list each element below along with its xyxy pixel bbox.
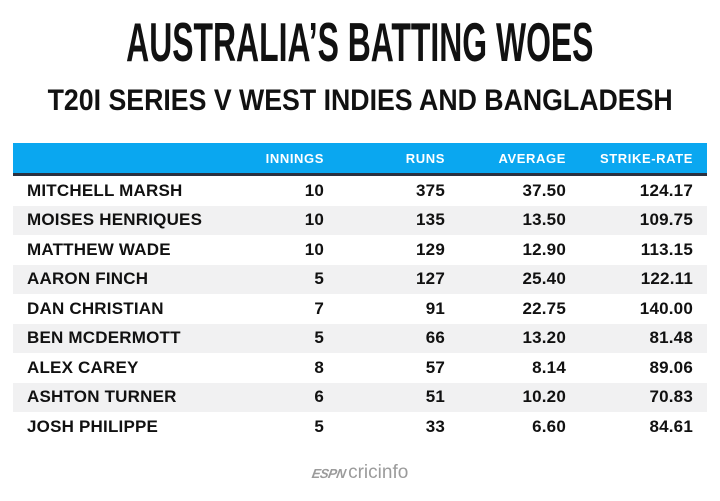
runs-value: 129 [416,239,445,259]
average-value: 10.20 [522,387,566,407]
espn-wordmark-icon: ESPN [310,466,347,481]
innings-value: 8 [314,357,324,377]
runs-value: 57 [425,357,445,377]
player-name: MATTHEW WADE [27,239,171,259]
strike-rate-value: 113.15 [640,239,693,259]
innings-value: 10 [304,180,324,200]
innings-value: 10 [304,210,324,230]
player-name: JOSH PHILIPPE [27,416,159,436]
espncricinfo-logo: ESPN cricinfo [0,462,720,484]
runs-value: 33 [425,416,445,436]
strike-rate-value: 84.61 [649,416,693,436]
column-header-strike-rate: STRIKE-RATE [599,150,693,166]
strike-rate-value: 70.83 [649,387,693,407]
table-body: MITCHELL MARSH 10 375 37.50 124.17 MOISES HEN… [13,176,707,442]
strike-rate-value: 124.17 [639,180,693,200]
runs-value: 91 [425,298,445,318]
strike-rate-value: 122.11 [640,269,693,289]
innings-value: 5 [314,269,324,289]
table-row: MATTHEW WADE 10 129 12.90 113.15 [13,235,707,265]
page-subtitle-wrap: T20I SERIES V WEST INDIES AND BANGLADESH [0,84,720,118]
average-value: 12.90 [522,239,566,259]
batting-stats-table: INNINGS RUNS AVERAGE STRIKE-RATE MITCHEL… [13,143,707,442]
table-header-row: INNINGS RUNS AVERAGE STRIKE-RATE [13,143,707,176]
player-name: MITCHELL MARSH [27,180,183,200]
average-value: 13.50 [522,210,566,230]
page-title-wrap: AUSTRALIA’S BATTING WOES [0,12,720,72]
strike-rate-value: 89.06 [649,357,693,377]
average-value: 25.40 [522,269,566,289]
table-row: MITCHELL MARSH 10 375 37.50 124.17 [13,176,707,206]
cricinfo-wordmark: cricinfo [348,462,409,483]
player-name: MOISES HENRIQUES [27,210,203,230]
table-row: JOSH PHILIPPE 5 33 6.60 84.61 [13,412,707,442]
player-name: ALEX CAREY [27,357,139,377]
average-value: 37.50 [522,180,566,200]
innings-value: 6 [314,387,324,407]
player-name: ASHTON TURNER [27,387,177,407]
runs-value: 66 [425,328,445,348]
innings-value: 5 [314,328,324,348]
player-name: AARON FINCH [27,269,149,289]
table-row: ALEX CAREY 8 57 8.14 89.06 [13,353,707,383]
runs-value: 375 [416,180,445,200]
player-name: BEN MCDERMOTT [27,328,181,348]
table-row: ASHTON TURNER 6 51 10.20 70.83 [13,382,707,412]
page-subtitle: T20I SERIES V WEST INDIES AND BANGLADESH [47,84,673,117]
strike-rate-value: 140.00 [639,298,693,318]
page-title: AUSTRALIA’S BATTING WOES [126,11,594,73]
average-value: 22.75 [522,298,566,318]
average-value: 6.60 [532,416,566,436]
average-value: 8.14 [532,357,566,377]
column-header-average: AVERAGE [498,150,566,166]
column-header-innings: INNINGS [265,150,324,166]
table-row: DAN CHRISTIAN 7 91 22.75 140.00 [13,294,707,324]
strike-rate-value: 109.75 [639,210,693,230]
runs-value: 51 [425,387,445,407]
table-row: AARON FINCH 5 127 25.40 122.11 [13,264,707,294]
table-row: BEN MCDERMOTT 5 66 13.20 81.48 [13,323,707,353]
average-value: 13.20 [522,328,566,348]
runs-value: 127 [416,269,445,289]
column-header-runs: RUNS [405,150,445,166]
strike-rate-value: 81.48 [649,328,693,348]
innings-value: 7 [314,298,324,318]
table-row: MOISES HENRIQUES 10 135 13.50 109.75 [13,205,707,235]
innings-value: 5 [314,416,324,436]
innings-value: 10 [304,239,324,259]
player-name: DAN CHRISTIAN [27,298,164,318]
runs-value: 135 [416,210,445,230]
